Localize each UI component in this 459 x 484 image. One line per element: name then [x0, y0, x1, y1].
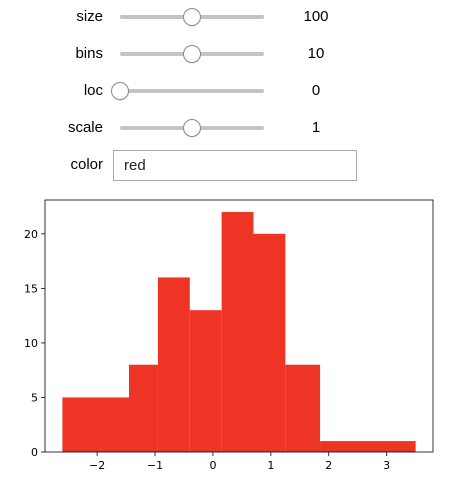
- histogram-chart: −2 −1 0 1 2 3 0 5 10 15 20: [24, 199, 434, 472]
- x-tick-label: 1: [267, 459, 274, 472]
- size-control: size 100: [0, 2, 459, 32]
- histogram-bar: [189, 310, 222, 452]
- scale-slider[interactable]: [120, 113, 264, 143]
- histogram-bar: [128, 364, 158, 452]
- loc-slider[interactable]: [111, 76, 264, 106]
- y-tick-label: 20: [24, 228, 38, 241]
- loc-control: loc 0: [0, 76, 459, 106]
- slider-thumb[interactable]: [183, 45, 201, 63]
- color-label: color: [70, 156, 103, 173]
- slider-thumb[interactable]: [183, 119, 201, 137]
- slider-track: [120, 89, 264, 93]
- size-value: 100: [303, 8, 329, 25]
- loc-label: loc: [83, 82, 103, 99]
- bins-slider[interactable]: [120, 39, 264, 69]
- y-tick-label: 5: [31, 391, 38, 404]
- x-tick-label: −2: [89, 459, 105, 472]
- histogram-bar: [62, 397, 129, 452]
- slider-thumb[interactable]: [183, 8, 201, 26]
- bins-label: bins: [75, 45, 103, 62]
- bins-value: 10: [307, 45, 325, 62]
- plot-frame: [44, 199, 434, 453]
- size-label: size: [76, 8, 103, 25]
- x-tick-label: 3: [383, 459, 390, 472]
- y-tick-label: 10: [24, 337, 38, 350]
- scale-value: 1: [311, 119, 321, 136]
- size-slider[interactable]: [120, 2, 264, 32]
- x-tick-label: −1: [147, 459, 163, 472]
- histogram-bar: [157, 277, 190, 452]
- scale-label: scale: [67, 119, 103, 136]
- y-tick-label: 0: [31, 446, 38, 459]
- y-tick-label: 15: [24, 282, 38, 295]
- histogram-bar: [253, 233, 286, 452]
- x-tick-label: 0: [209, 459, 216, 472]
- bins-control: bins 10: [0, 39, 459, 69]
- histogram-bar: [285, 364, 321, 452]
- x-tick-label: 2: [325, 459, 332, 472]
- histogram-bar: [320, 441, 416, 452]
- histogram-bar: [221, 212, 254, 452]
- scale-control: scale 1: [0, 113, 459, 143]
- loc-value: 0: [311, 82, 321, 99]
- slider-thumb[interactable]: [111, 82, 129, 100]
- color-input[interactable]: [113, 150, 357, 181]
- color-control: color: [0, 150, 459, 180]
